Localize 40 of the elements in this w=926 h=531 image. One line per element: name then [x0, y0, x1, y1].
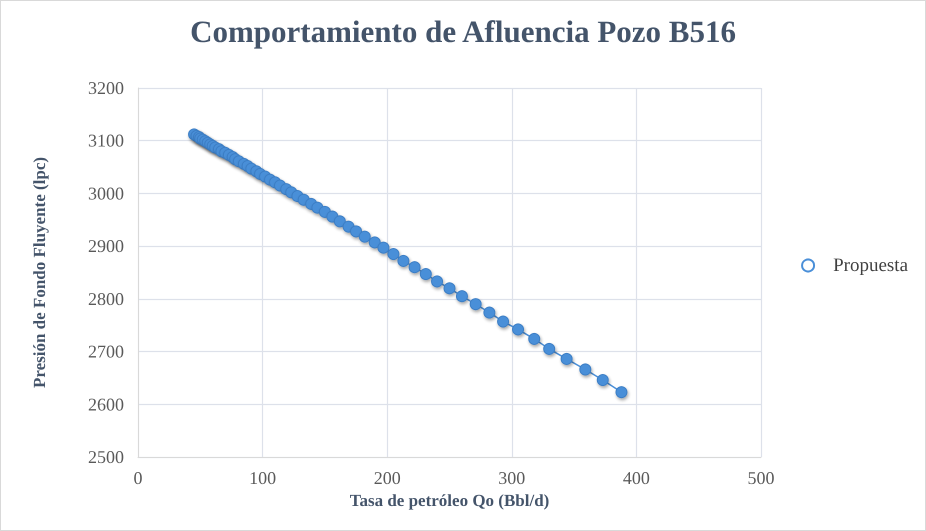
- y-tick-label: 2600: [88, 394, 124, 414]
- y-tick-label: 2800: [88, 288, 124, 309]
- point: [368, 236, 381, 248]
- x-tick-label: 200: [374, 468, 401, 488]
- point: [397, 254, 410, 267]
- y-tick-label: 3100: [88, 130, 124, 151]
- point: [334, 215, 346, 228]
- point: [615, 386, 628, 398]
- point: [596, 374, 609, 386]
- x-tick-label: 500: [748, 468, 774, 488]
- point: [512, 323, 524, 336]
- point: [579, 363, 592, 376]
- point: [408, 261, 421, 274]
- x-tick-label: 0: [134, 468, 142, 488]
- y-tick-label: 2500: [88, 447, 124, 467]
- y-tick-label: 2700: [88, 342, 124, 362]
- y-tick-label: 2900: [88, 236, 124, 256]
- point: [431, 275, 444, 288]
- point: [387, 248, 400, 260]
- point: [560, 352, 573, 365]
- point: [470, 298, 482, 310]
- y-tick-label: 3200: [88, 78, 124, 98]
- chart-title: Comportamiento de Afluencia Pozo B516: [190, 14, 736, 49]
- point: [456, 290, 468, 302]
- point: [420, 268, 432, 280]
- x-axis-title: Tasa de petróleo Qo (Bbl/d): [350, 490, 550, 510]
- point: [497, 316, 510, 328]
- point: [377, 242, 390, 254]
- x-tick-label: 100: [249, 468, 276, 488]
- point: [543, 342, 556, 355]
- point: [444, 282, 456, 294]
- x-tick-label: 400: [622, 468, 650, 488]
- point: [483, 306, 496, 319]
- x-tick-label: 300: [498, 468, 526, 488]
- point: [358, 230, 371, 243]
- y-axis-title: Presión de Fondo Fluyente (lpc): [30, 156, 49, 388]
- point: [528, 332, 540, 345]
- legend-label: Propuesta: [833, 255, 909, 276]
- y-tick-label: 3000: [88, 183, 124, 204]
- point: [350, 225, 362, 238]
